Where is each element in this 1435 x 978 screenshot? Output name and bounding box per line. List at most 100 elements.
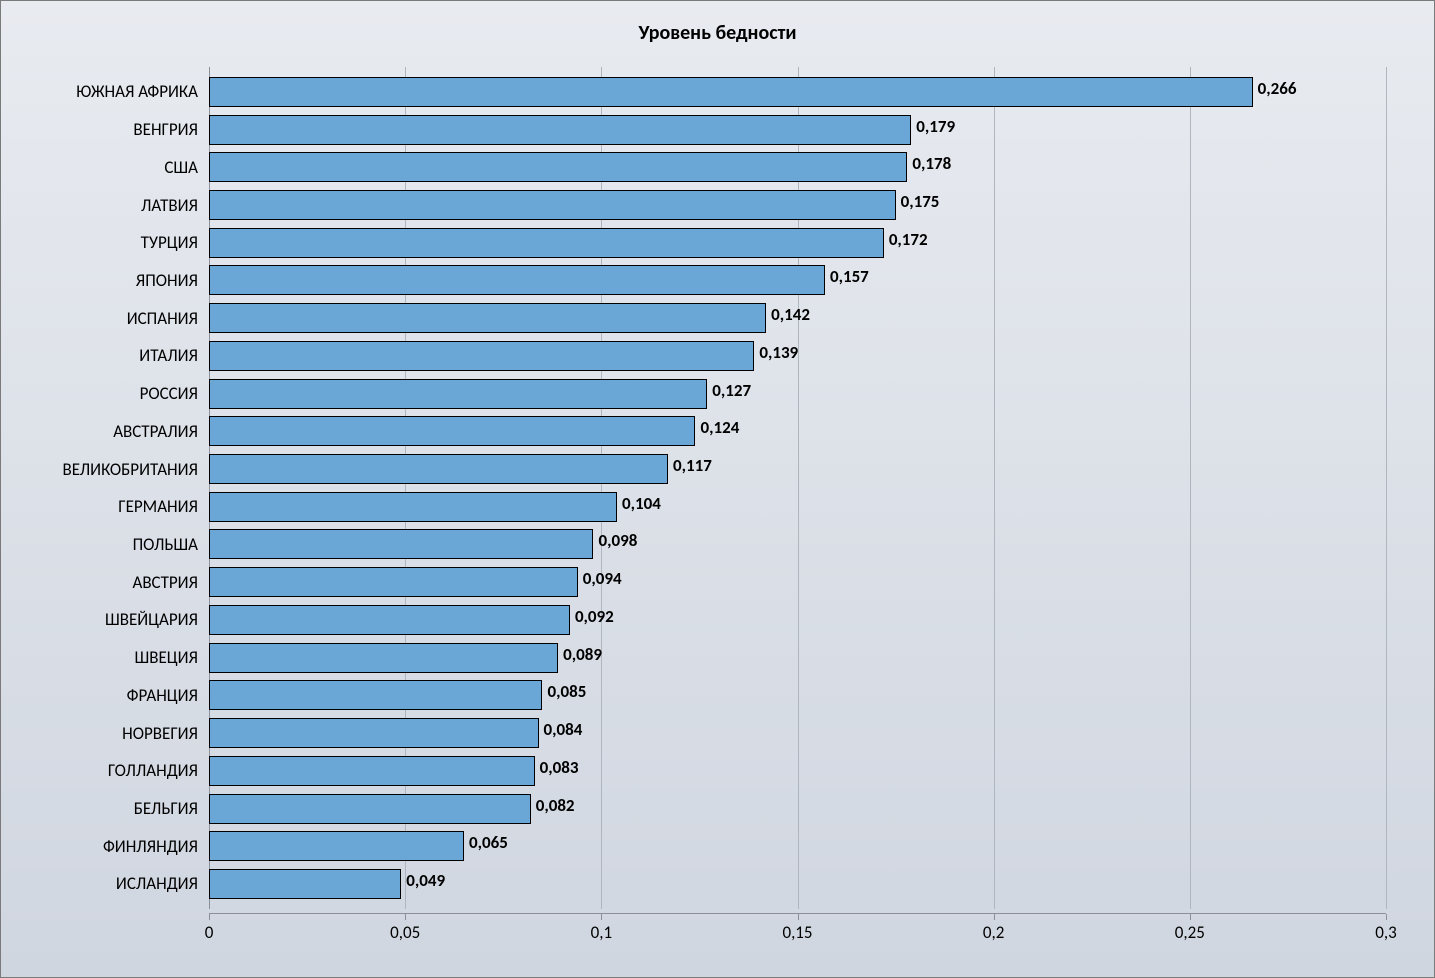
bar-value-label: 0,157 (830, 266, 869, 287)
bar: 0,098 (209, 529, 593, 559)
bar-row: 0,082 (209, 794, 1386, 824)
bar-row: 0,124 (209, 416, 1386, 446)
bar-value-label: 0,082 (536, 795, 575, 816)
x-tick-label: 0,25 (1175, 922, 1205, 943)
bar: 0,139 (209, 341, 754, 371)
x-tick-label: 0 (205, 922, 214, 943)
bar-row: 0,104 (209, 492, 1386, 522)
bar-value-label: 0,094 (583, 568, 622, 589)
bar-row: 0,085 (209, 680, 1386, 710)
bar-row: 0,142 (209, 303, 1386, 333)
bar-value-label: 0,179 (916, 116, 955, 137)
bar-value-label: 0,083 (540, 757, 579, 778)
plot-area: 0,2660,1790,1780,1750,1720,1570,1420,139… (209, 67, 1386, 909)
category-label: США (9, 152, 204, 182)
bar-row: 0,175 (209, 190, 1386, 220)
bar: 0,175 (209, 190, 896, 220)
bar: 0,092 (209, 605, 570, 635)
x-tick-mark (1190, 914, 1191, 920)
gridline (1386, 67, 1387, 909)
bar-row: 0,266 (209, 77, 1386, 107)
bar: 0,065 (209, 831, 464, 861)
bar: 0,142 (209, 303, 766, 333)
category-label: ПОЛЬША (9, 529, 204, 559)
bar: 0,117 (209, 454, 668, 484)
category-label: ГОЛЛАНДИЯ (9, 756, 204, 786)
category-label: ШВЕЦИЯ (9, 643, 204, 673)
x-tick-label: 0,2 (983, 922, 1004, 943)
bar: 0,083 (209, 756, 535, 786)
x-tick-mark (601, 914, 602, 920)
bars-group: 0,2660,1790,1780,1750,1720,1570,1420,139… (209, 67, 1386, 909)
category-label: РОССИЯ (9, 379, 204, 409)
category-label: ЯПОНИЯ (9, 265, 204, 295)
bar-value-label: 0,065 (469, 832, 508, 853)
bar: 0,127 (209, 379, 707, 409)
category-label: ФИНЛЯНДИЯ (9, 831, 204, 861)
bar: 0,049 (209, 869, 401, 899)
bar-row: 0,098 (209, 529, 1386, 559)
bar-value-label: 0,089 (563, 644, 602, 665)
bar-row: 0,117 (209, 454, 1386, 484)
bar-value-label: 0,139 (759, 342, 798, 363)
bar-value-label: 0,172 (889, 229, 928, 250)
bar: 0,084 (209, 718, 539, 748)
x-tick-label: 0,1 (591, 922, 612, 943)
x-tick-mark (209, 914, 210, 920)
bar-value-label: 0,142 (771, 304, 810, 325)
bar-value-label: 0,117 (673, 455, 712, 476)
bar-row: 0,089 (209, 643, 1386, 673)
category-label: ТУРЦИЯ (9, 228, 204, 258)
category-label: ЛАТВИЯ (9, 190, 204, 220)
category-axis-labels: ЮЖНАЯ АФРИКА ВЕНГРИЯ США ЛАТВИЯ ТУРЦИЯ ЯПОНИЯ… (9, 67, 204, 909)
bar: 0,094 (209, 567, 578, 597)
category-label: ВЕНГРИЯ (9, 115, 204, 145)
bar-value-label: 0,127 (712, 380, 751, 401)
bar-row: 0,065 (209, 831, 1386, 861)
category-label: ИСПАНИЯ (9, 303, 204, 333)
x-axis-ticks: 00,050,10,150,20,250,3 (209, 914, 1386, 969)
bar-row: 0,094 (209, 567, 1386, 597)
category-label: ЮЖНАЯ АФРИКА (9, 77, 204, 107)
bar-value-label: 0,085 (547, 681, 586, 702)
bar-row: 0,157 (209, 265, 1386, 295)
category-label: ШВЕЙЦАРИЯ (9, 605, 204, 635)
bar-value-label: 0,092 (575, 606, 614, 627)
bar-value-label: 0,098 (598, 530, 637, 551)
category-label: НОРВЕГИЯ (9, 718, 204, 748)
bar-value-label: 0,124 (700, 417, 739, 438)
bar: 0,179 (209, 115, 911, 145)
category-label: АВСТРИЯ (9, 567, 204, 597)
bar-row: 0,083 (209, 756, 1386, 786)
bar-row: 0,178 (209, 152, 1386, 182)
x-tick-mark (994, 914, 995, 920)
x-tick-mark (1386, 914, 1387, 920)
bar-value-label: 0,266 (1258, 78, 1297, 99)
bar: 0,178 (209, 152, 907, 182)
category-label: АВСТРАЛИЯ (9, 416, 204, 446)
category-label: БЕЛЬГИЯ (9, 794, 204, 824)
x-tick-label: 0,3 (1375, 922, 1396, 943)
category-label: ГЕРМАНИЯ (9, 492, 204, 522)
category-label: ВЕЛИКОБРИТАНИЯ (9, 454, 204, 484)
bar: 0,266 (209, 77, 1253, 107)
x-tick-mark (405, 914, 406, 920)
bar-value-label: 0,104 (622, 493, 661, 514)
bar-value-label: 0,175 (901, 191, 940, 212)
bar-row: 0,139 (209, 341, 1386, 371)
bar-row: 0,127 (209, 379, 1386, 409)
bar: 0,082 (209, 794, 531, 824)
bar: 0,157 (209, 265, 825, 295)
x-tick-mark (798, 914, 799, 920)
chart-inner: Уровень бедности ЮЖНАЯ АФРИКА ВЕНГРИЯ США Л… (9, 9, 1426, 969)
chart-container: Уровень бедности ЮЖНАЯ АФРИКА ВЕНГРИЯ США Л… (0, 0, 1435, 978)
bar-value-label: 0,178 (912, 153, 951, 174)
bar: 0,172 (209, 228, 884, 258)
bar-row: 0,084 (209, 718, 1386, 748)
bar-row: 0,179 (209, 115, 1386, 145)
bar: 0,085 (209, 680, 542, 710)
bar-row: 0,092 (209, 605, 1386, 635)
bar-row: 0,049 (209, 869, 1386, 899)
bar: 0,089 (209, 643, 558, 673)
chart-title: Уровень бедности (9, 9, 1426, 53)
